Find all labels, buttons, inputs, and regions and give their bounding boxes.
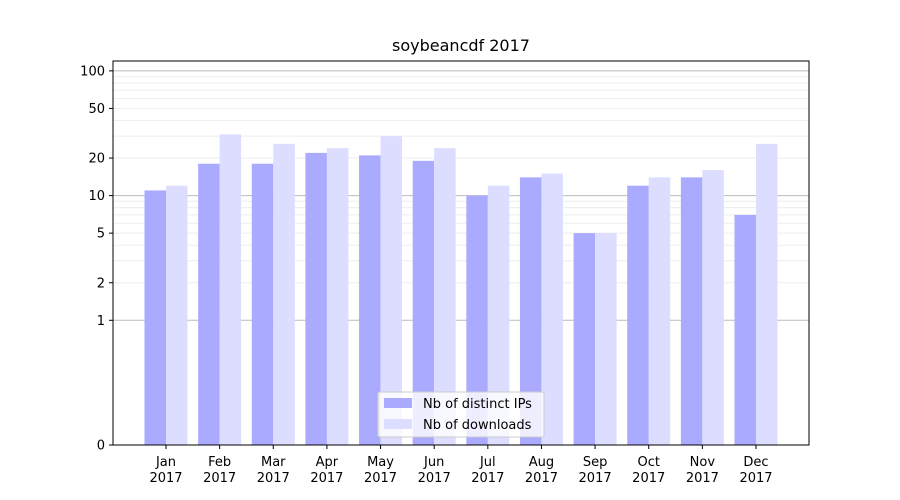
x-tick-label: Nov: [690, 455, 716, 470]
x-tick-label: Jan: [155, 455, 176, 470]
x-tick-label: Sep: [583, 455, 608, 470]
bar-distinct-ips: [359, 155, 381, 445]
bars: [144, 134, 778, 446]
x-tick-sublabel: 2017: [310, 471, 343, 486]
x-tick-label: Jul: [479, 455, 496, 470]
bar-distinct-ips: [627, 185, 649, 445]
bar-downloads: [326, 148, 349, 445]
chart-title: soybeancdf 2017: [392, 36, 530, 55]
x-tick-label: Apr: [316, 455, 339, 470]
y-axis: 0 1 2 5 10 20 50 100: [80, 64, 113, 454]
legend-box: [377, 391, 545, 438]
x-tick-sublabel: 2017: [418, 471, 451, 486]
x-tick-label: Aug: [529, 455, 554, 470]
legend-swatch: [384, 398, 412, 408]
bar-downloads: [595, 233, 617, 445]
x-axis: Jan2017Feb2017Mar2017Apr2017May2017Jun20…: [149, 445, 773, 486]
legend-label: Nb of distinct IPs: [423, 397, 532, 412]
legend-swatch: [384, 419, 412, 429]
y-tick-label: 100: [80, 64, 105, 79]
bar-distinct-ips: [519, 177, 542, 445]
y-tick-label: 5: [97, 227, 105, 242]
plot-area-frame: [112, 60, 810, 446]
x-tick-label: Feb: [208, 455, 231, 470]
bar-distinct-ips: [305, 152, 327, 445]
x-tick-label: May: [367, 455, 394, 470]
x-tick-label: Oct: [637, 455, 659, 470]
y-tick-label: 10: [88, 189, 105, 204]
y-tick-label: 20: [88, 152, 105, 167]
bar-downloads: [648, 177, 671, 445]
x-tick-sublabel: 2017: [257, 471, 290, 486]
y-tick-label: 50: [88, 102, 105, 117]
x-tick-sublabel: 2017: [739, 471, 772, 486]
bar-downloads: [702, 170, 724, 445]
y-tick-label: 2: [97, 276, 105, 291]
bar-downloads: [434, 148, 456, 445]
legend: Nb of distinct IPs Nb of downloads: [377, 391, 545, 438]
bar-downloads: [273, 143, 295, 446]
x-tick-label: Mar: [261, 455, 286, 470]
legend-label: Nb of downloads: [423, 418, 532, 433]
bar-distinct-ips: [198, 163, 220, 445]
x-tick-sublabel: 2017: [203, 471, 236, 486]
bar-distinct-ips: [680, 177, 703, 445]
bar-distinct-ips: [734, 214, 756, 445]
x-tick-sublabel: 2017: [579, 471, 612, 486]
x-tick-sublabel: 2017: [525, 471, 558, 486]
bar-distinct-ips: [573, 233, 596, 445]
bar-downloads: [487, 185, 510, 445]
x-tick-sublabel: 2017: [471, 471, 504, 486]
bar-distinct-ips: [251, 163, 274, 445]
y-tick-label: 0: [97, 439, 105, 454]
bar-downloads: [166, 185, 188, 445]
x-tick-sublabel: 2017: [364, 471, 397, 486]
x-tick-label: Jun: [423, 455, 444, 470]
x-tick-sublabel: 2017: [149, 471, 182, 486]
bar-downloads: [541, 173, 563, 445]
bar-distinct-ips: [144, 190, 166, 445]
bar-distinct-ips: [412, 160, 435, 445]
x-tick-sublabel: 2017: [686, 471, 719, 486]
x-tick-sublabel: 2017: [632, 471, 665, 486]
x-tick-label: Dec: [743, 455, 768, 470]
bar-downloads: [219, 134, 242, 445]
bar-downloads: [756, 143, 778, 446]
y-tick-label: 1: [97, 314, 105, 329]
bar-distinct-ips: [466, 195, 488, 445]
bar-downloads: [380, 136, 403, 446]
